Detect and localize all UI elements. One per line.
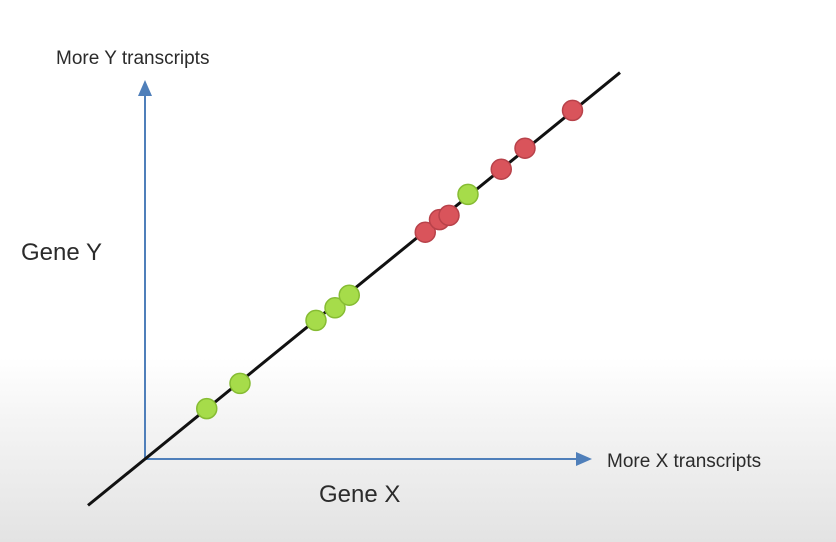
data-point: [490, 158, 512, 180]
x-axis-title: Gene X: [319, 481, 400, 508]
data-points: [196, 99, 584, 420]
y-axis-arrow-icon: [138, 80, 152, 96]
x-arrow-label: More X transcripts: [607, 451, 761, 472]
data-point: [438, 204, 460, 227]
data-point: [196, 397, 218, 420]
data-point: [229, 372, 251, 395]
data-point: [324, 297, 346, 319]
axes: [138, 80, 592, 466]
data-point: [561, 99, 584, 122]
data-point: [457, 183, 479, 206]
y-axis-title: Gene Y: [21, 239, 102, 266]
data-point: [305, 309, 327, 332]
data-point: [338, 284, 360, 306]
data-point: [514, 137, 536, 159]
y-arrow-label: More Y transcripts: [56, 48, 209, 69]
x-axis-arrow-icon: [576, 452, 592, 466]
data-point: [414, 221, 436, 243]
